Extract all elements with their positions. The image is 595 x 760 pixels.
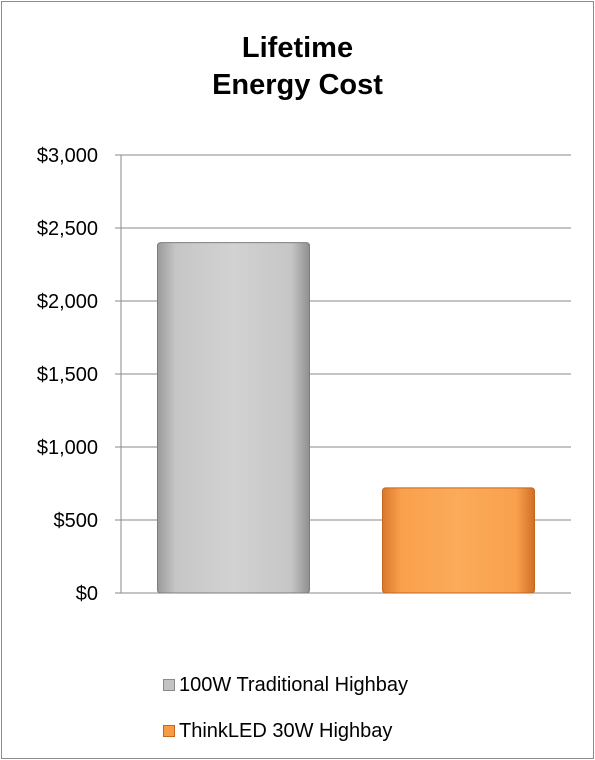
legend-swatch-traditional	[163, 679, 175, 691]
chart-title: Lifetime Energy Cost	[0, 30, 595, 104]
y-tick-label: $500	[54, 510, 99, 532]
y-tick-label: $2,000	[37, 291, 98, 313]
y-tick-label: $1,000	[37, 437, 98, 459]
legend-label-thinkled: ThinkLED 30W Highbay	[179, 720, 393, 742]
bar-thinkled	[382, 487, 535, 594]
bar-traditional	[157, 242, 310, 594]
y-tick-label: $2,500	[37, 218, 98, 240]
legend-label-traditional: 100W Traditional Highbay	[179, 674, 409, 696]
legend-swatch-thinkled	[163, 725, 175, 737]
chart-title-line-2: Energy Cost	[212, 69, 383, 101]
y-tick-label: $1,500	[37, 364, 98, 386]
y-tick-label: $3,000	[37, 145, 98, 167]
chart-title-line-1: Lifetime	[241, 32, 354, 64]
y-tick-label: $0	[76, 583, 98, 605]
